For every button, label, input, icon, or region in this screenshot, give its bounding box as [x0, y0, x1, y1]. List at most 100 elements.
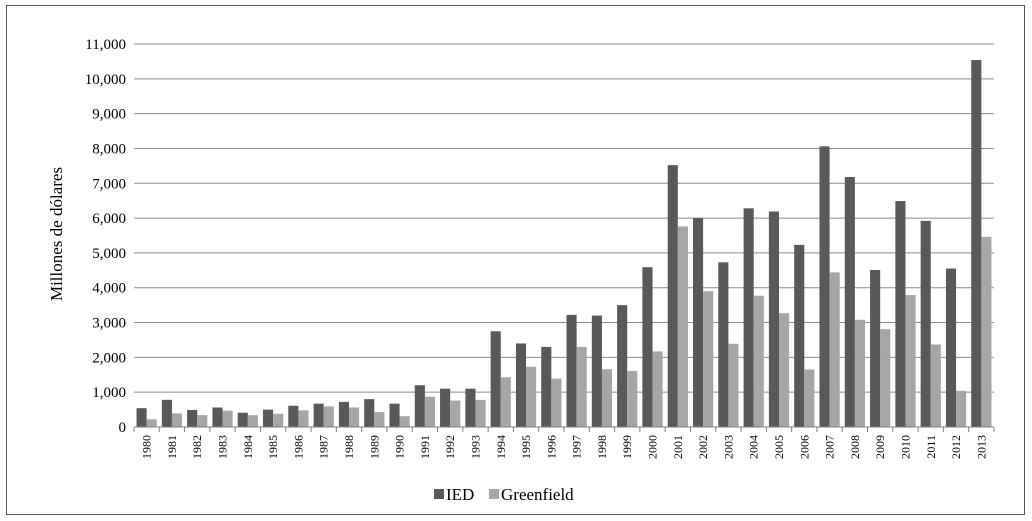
bar-greenfield-1986	[298, 410, 309, 427]
bar-greenfield-1990	[399, 416, 410, 427]
bar-greenfield-1998	[601, 369, 613, 427]
x-tick-label: 2001	[671, 435, 685, 459]
x-tick-label: 1983	[216, 435, 230, 459]
y-tick-label: 3,000	[92, 316, 126, 332]
x-tick-label: 2000	[646, 435, 660, 459]
axis-layer: 0 1,000 2,000 3,000 4,000 5,000 6,000 7,000 8,00…	[85, 37, 995, 459]
bar-ied-1989	[364, 399, 375, 427]
bar-greenfield-2006	[804, 369, 815, 427]
chart-frame	[6, 5, 1025, 515]
legend-label-greenfield: Greenfield	[501, 485, 574, 504]
bar-ied-2003	[718, 262, 729, 427]
x-tick-label: 1990	[393, 435, 407, 459]
y-tick-label: 4,000	[92, 281, 126, 297]
bar-greenfield-2002	[703, 291, 714, 427]
x-tick-label: 1991	[418, 435, 432, 459]
y-tick-label: 6,000	[92, 211, 126, 227]
bar-greenfield-2001	[677, 226, 688, 427]
x-tick-label: 2012	[949, 435, 963, 459]
bar-ied-2008	[844, 177, 855, 427]
x-tick-label: 2009	[873, 435, 887, 459]
x-tick-label: 2005	[772, 435, 786, 459]
bar-ied-1992	[440, 388, 451, 427]
y-tick-label: 0	[119, 420, 127, 436]
bar-ied-2006	[794, 244, 805, 427]
y-tick-label: 11,000	[85, 37, 126, 53]
x-tick-label: 1981	[165, 435, 179, 459]
x-tick-label: 1997	[570, 435, 584, 459]
bar-greenfield-1988	[349, 407, 360, 427]
y-tick-label: 2,000	[92, 350, 126, 366]
bar-ied-1995	[515, 343, 527, 427]
y-tick-label: 7,000	[92, 176, 126, 192]
x-tick-label: 1992	[443, 435, 457, 459]
bar-ied-2000	[642, 267, 653, 427]
x-tick-label: 1982	[190, 435, 204, 459]
bar-greenfield-1984	[247, 415, 258, 427]
bar-ied-2007	[819, 146, 830, 427]
bar-ied-1994	[490, 331, 501, 427]
x-tick-label: 1984	[241, 435, 255, 459]
x-tick-label: 2006	[797, 435, 811, 459]
y-tick-label: 10,000	[85, 72, 126, 88]
bar-greenfield-1997	[576, 346, 587, 427]
bar-ied-1998	[591, 315, 602, 427]
bar-ied-2013	[971, 60, 982, 428]
x-tick-label: 1999	[620, 435, 634, 459]
bar-ied-1981	[161, 399, 172, 427]
bar-greenfield-1994	[500, 377, 511, 427]
bar-greenfield-1983	[222, 410, 233, 427]
x-tick-label: 1996	[544, 435, 558, 459]
x-tick-label: 1998	[595, 435, 609, 459]
bar-greenfield-2009	[880, 329, 891, 427]
bar-ied-1985	[263, 409, 274, 427]
x-tick-label: 1980	[140, 435, 154, 459]
bar-ied-2012	[945, 268, 957, 427]
x-tick-label: 2010	[898, 435, 912, 459]
x-tick-label: 1995	[519, 435, 533, 459]
bar-ied-2010	[895, 201, 906, 427]
bar-greenfield-2010	[905, 295, 916, 427]
bar-greenfield-2004	[753, 295, 764, 427]
bar-ied-1983	[212, 407, 223, 427]
x-tick-label: 1989	[367, 435, 381, 459]
bar-layer	[136, 60, 992, 428]
x-tick-label: 1988	[342, 435, 356, 459]
bar-ied-1984	[237, 412, 248, 427]
bar-ied-1980	[136, 408, 147, 427]
bar-greenfield-1982	[197, 415, 208, 427]
bar-ied-2004	[743, 208, 754, 427]
x-tick-label: 2013	[974, 435, 988, 459]
bar-greenfield-2012	[956, 390, 967, 427]
bar-greenfield-1989	[374, 412, 385, 427]
bar-greenfield-2011	[930, 344, 941, 427]
x-tick-label: 2004	[747, 435, 761, 459]
bar-ied-1988	[338, 401, 349, 427]
legend-label-ied: IED	[446, 485, 474, 504]
bar-greenfield-1993	[475, 399, 486, 427]
y-tick-label: 8,000	[92, 141, 126, 157]
bar-ied-1997	[566, 314, 577, 427]
legend-swatch-greenfield	[489, 489, 499, 499]
bar-ied-2009	[870, 269, 881, 427]
bar-ied-1982	[187, 409, 198, 427]
bar-greenfield-1987	[323, 406, 334, 427]
bar-ied-2005	[768, 211, 779, 427]
bar-greenfield-1981	[171, 413, 183, 427]
x-tick-label: 1986	[291, 435, 305, 459]
bar-greenfield-1985	[273, 413, 284, 427]
y-tick-label: 9,000	[92, 107, 126, 123]
bar-ied-1993	[465, 388, 476, 427]
bar-ied-1986	[288, 405, 299, 427]
y-axis-title: Millones de dólares	[47, 167, 66, 301]
bar-ied-1990	[389, 403, 400, 427]
bar-greenfield-2008	[854, 319, 865, 427]
x-tick-label: 2002	[696, 435, 710, 459]
x-tick-label: 1987	[317, 435, 331, 459]
bar-greenfield-1995	[526, 366, 537, 427]
legend: IED Greenfield	[434, 485, 574, 504]
bar-greenfield-2005	[779, 313, 790, 427]
legend-swatch-ied	[434, 489, 444, 499]
x-tick-label: 2007	[823, 435, 837, 459]
